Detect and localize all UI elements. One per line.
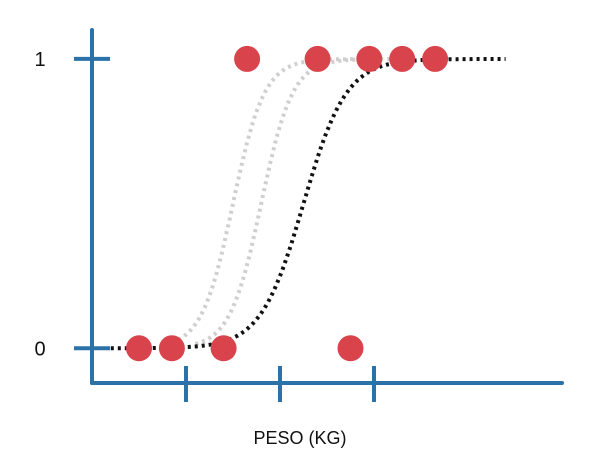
- data-point-1: [158, 335, 185, 362]
- logistic-curve-dark: [110, 57, 506, 351]
- y-tick-label-1: 1: [34, 49, 45, 71]
- data-point-3: [337, 335, 364, 362]
- points-layer: [126, 45, 449, 362]
- data-point-8: [422, 45, 449, 72]
- data-point-4: [234, 45, 261, 72]
- axes-layer: [90, 28, 564, 385]
- data-point-2: [210, 335, 237, 362]
- data-point-7: [389, 45, 416, 72]
- ticks-layer: 01: [34, 49, 376, 402]
- curves-layer: [110, 57, 506, 351]
- y-tick-label-0: 0: [34, 338, 45, 360]
- data-point-6: [356, 45, 383, 72]
- data-point-5: [304, 45, 331, 72]
- data-point-0: [126, 335, 152, 362]
- x-axis-title: PESO (KG): [253, 428, 346, 448]
- logistic-curve-light-0: [171, 57, 374, 345]
